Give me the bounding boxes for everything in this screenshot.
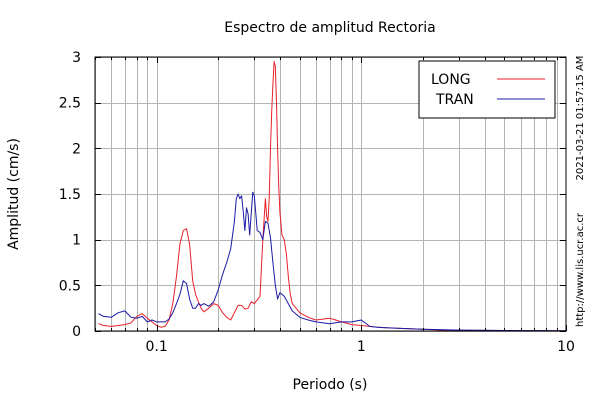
source-url-label: http://www.lis.ucr.ac.cr [575, 212, 586, 327]
grid-lines [95, 57, 566, 332]
x-tick-label: 1 [357, 339, 366, 355]
axis-tick-labels: 0.1 1 10 0 0.5 1 1.5 2 2.5 3 [59, 50, 575, 355]
y-tick-label: 2.5 [59, 96, 81, 112]
y-tick-label: 1 [72, 233, 81, 249]
legend-label-long: LONG [431, 72, 471, 88]
y-tick-label: 0 [72, 324, 81, 340]
series-line-tran [98, 191, 567, 332]
legend-box [418, 60, 556, 119]
x-axis-label: Periodo (s) [293, 377, 368, 393]
series-layer [98, 61, 567, 332]
chart-title: Espectro de amplitud Rectoria [224, 20, 436, 36]
x-tick-label: 0.1 [145, 339, 167, 355]
timestamp-label: 2021-03-21 01:57:15 AM [575, 56, 586, 181]
x-tick-label: 10 [557, 339, 575, 355]
y-tick-label: 3 [72, 50, 81, 66]
y-axis-label: Amplitud (cm/s) [6, 138, 22, 250]
y-tick-label: 2 [72, 141, 81, 157]
y-tick-label: 0.5 [59, 278, 81, 294]
axis-ticks [95, 57, 567, 332]
y-tick-label: 1.5 [59, 187, 81, 203]
legend: LONG TRAN [418, 60, 556, 119]
series-line-long [98, 61, 567, 332]
legend-label-tran: TRAN [435, 92, 474, 108]
